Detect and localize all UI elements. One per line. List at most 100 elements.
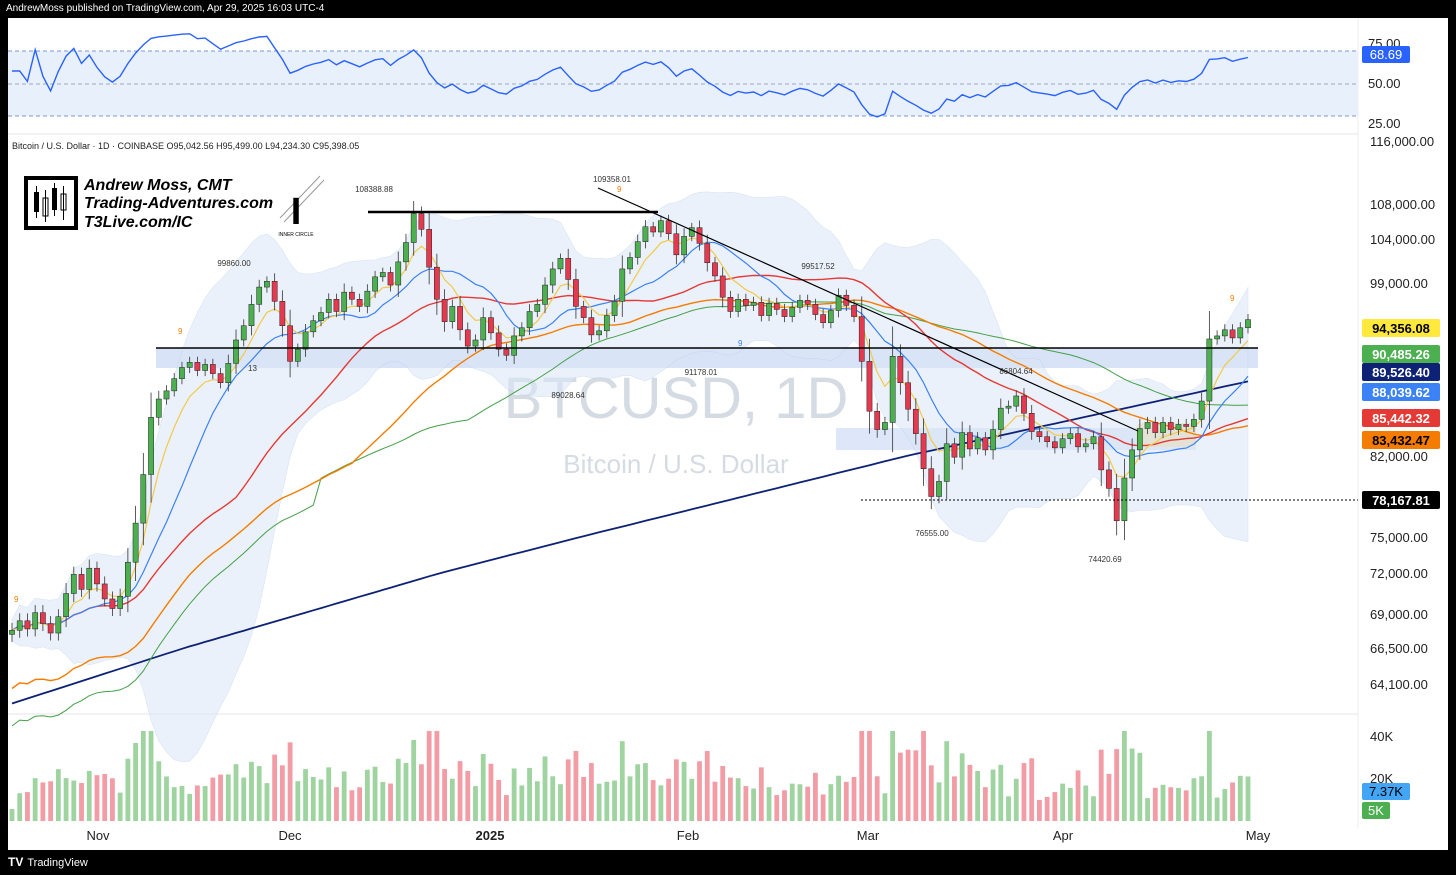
candle[interactable] (32, 605, 39, 637)
candle[interactable] (1090, 431, 1097, 450)
candle[interactable] (349, 286, 355, 305)
candle[interactable] (828, 304, 834, 329)
candle[interactable] (1082, 438, 1089, 453)
candle[interactable] (882, 416, 888, 436)
candle[interactable] (959, 421, 966, 470)
candle[interactable] (434, 253, 440, 315)
candle[interactable] (750, 296, 757, 311)
candle[interactable] (503, 343, 510, 361)
candle[interactable] (302, 324, 309, 357)
candle[interactable] (240, 319, 247, 347)
candle[interactable] (549, 261, 556, 294)
candle[interactable] (866, 338, 873, 434)
candle[interactable] (210, 358, 216, 380)
candle[interactable] (1036, 425, 1043, 443)
candle[interactable] (951, 437, 958, 464)
candle[interactable] (364, 284, 371, 314)
candle[interactable] (441, 289, 448, 332)
candle[interactable] (658, 215, 664, 238)
candle[interactable] (457, 295, 463, 341)
candle[interactable] (511, 327, 517, 364)
candle[interactable] (727, 290, 734, 318)
candle[interactable] (804, 294, 811, 310)
candle[interactable] (596, 325, 602, 341)
candle[interactable] (673, 224, 680, 265)
candle[interactable] (565, 248, 572, 290)
candle[interactable] (233, 329, 239, 374)
candle[interactable] (943, 428, 950, 500)
candle[interactable] (1183, 418, 1190, 433)
candle[interactable] (287, 309, 293, 378)
candle[interactable] (967, 425, 973, 457)
candle[interactable] (171, 373, 178, 397)
candle[interactable] (426, 212, 432, 285)
candle[interactable] (117, 588, 124, 617)
candle[interactable] (542, 277, 548, 314)
candle[interactable] (1191, 413, 1197, 433)
candle[interactable] (63, 583, 69, 628)
candle[interactable] (1144, 416, 1151, 435)
candle[interactable] (248, 294, 255, 336)
candle[interactable] (1206, 311, 1213, 429)
candle[interactable] (920, 418, 927, 486)
candle[interactable] (40, 605, 46, 631)
candle[interactable] (627, 252, 633, 275)
candle[interactable] (812, 298, 819, 321)
candle[interactable] (1005, 400, 1012, 414)
candle[interactable] (271, 273, 278, 311)
time-axis[interactable]: Nov Dec 2025 Feb Mar Apr May (86, 828, 1270, 843)
candle[interactable] (781, 303, 788, 323)
candle[interactable] (310, 315, 317, 338)
candle[interactable] (526, 304, 533, 336)
candle[interactable] (480, 307, 487, 351)
chart-frame[interactable]: BTCUSD, 1D Bitcoin / U.S. Dollar 50.00 2… (8, 18, 1448, 850)
candle[interactable] (279, 290, 286, 337)
candle[interactable] (580, 300, 587, 324)
candle[interactable] (912, 398, 919, 445)
candle[interactable] (109, 591, 116, 617)
candle[interactable] (101, 576, 108, 607)
candle[interactable] (24, 613, 31, 637)
candle[interactable] (820, 308, 826, 329)
candle[interactable] (704, 234, 711, 272)
candles[interactable] (9, 200, 1251, 642)
candle[interactable] (86, 559, 93, 600)
candle[interactable] (341, 283, 348, 321)
candle[interactable] (372, 270, 378, 299)
candle[interactable] (1129, 438, 1135, 492)
candle[interactable] (974, 432, 981, 455)
candle[interactable] (1198, 392, 1205, 428)
candle[interactable] (78, 567, 85, 597)
candle[interactable] (1044, 431, 1051, 448)
candle[interactable] (990, 420, 996, 460)
chart-svg[interactable]: BTCUSD, 1D Bitcoin / U.S. Dollar 50.00 2… (8, 18, 1448, 850)
candle[interactable] (766, 297, 772, 322)
candle[interactable] (712, 256, 718, 282)
candle[interactable] (264, 276, 270, 293)
candle[interactable] (395, 251, 402, 297)
candle[interactable] (1028, 405, 1035, 440)
candle[interactable] (1160, 416, 1166, 439)
candle[interactable] (1052, 436, 1058, 454)
candle[interactable] (534, 298, 541, 318)
candle[interactable] (132, 505, 139, 581)
candle[interactable] (1067, 428, 1074, 445)
candle[interactable] (1221, 324, 1228, 342)
candle[interactable] (1214, 330, 1220, 345)
candle[interactable] (333, 293, 340, 318)
candle[interactable] (1075, 427, 1081, 453)
candle[interactable] (449, 299, 456, 329)
candle[interactable] (1167, 416, 1174, 436)
candle[interactable] (186, 356, 193, 374)
candle[interactable] (495, 325, 502, 357)
candle[interactable] (665, 214, 672, 240)
candle[interactable] (936, 474, 942, 504)
candle[interactable] (642, 220, 649, 249)
candle[interactable] (1098, 422, 1105, 487)
candle[interactable] (997, 398, 1004, 440)
candle[interactable] (743, 293, 749, 311)
candle[interactable] (588, 309, 595, 343)
candle[interactable] (1021, 388, 1027, 422)
candle[interactable] (1106, 461, 1112, 497)
candle[interactable] (356, 293, 363, 313)
